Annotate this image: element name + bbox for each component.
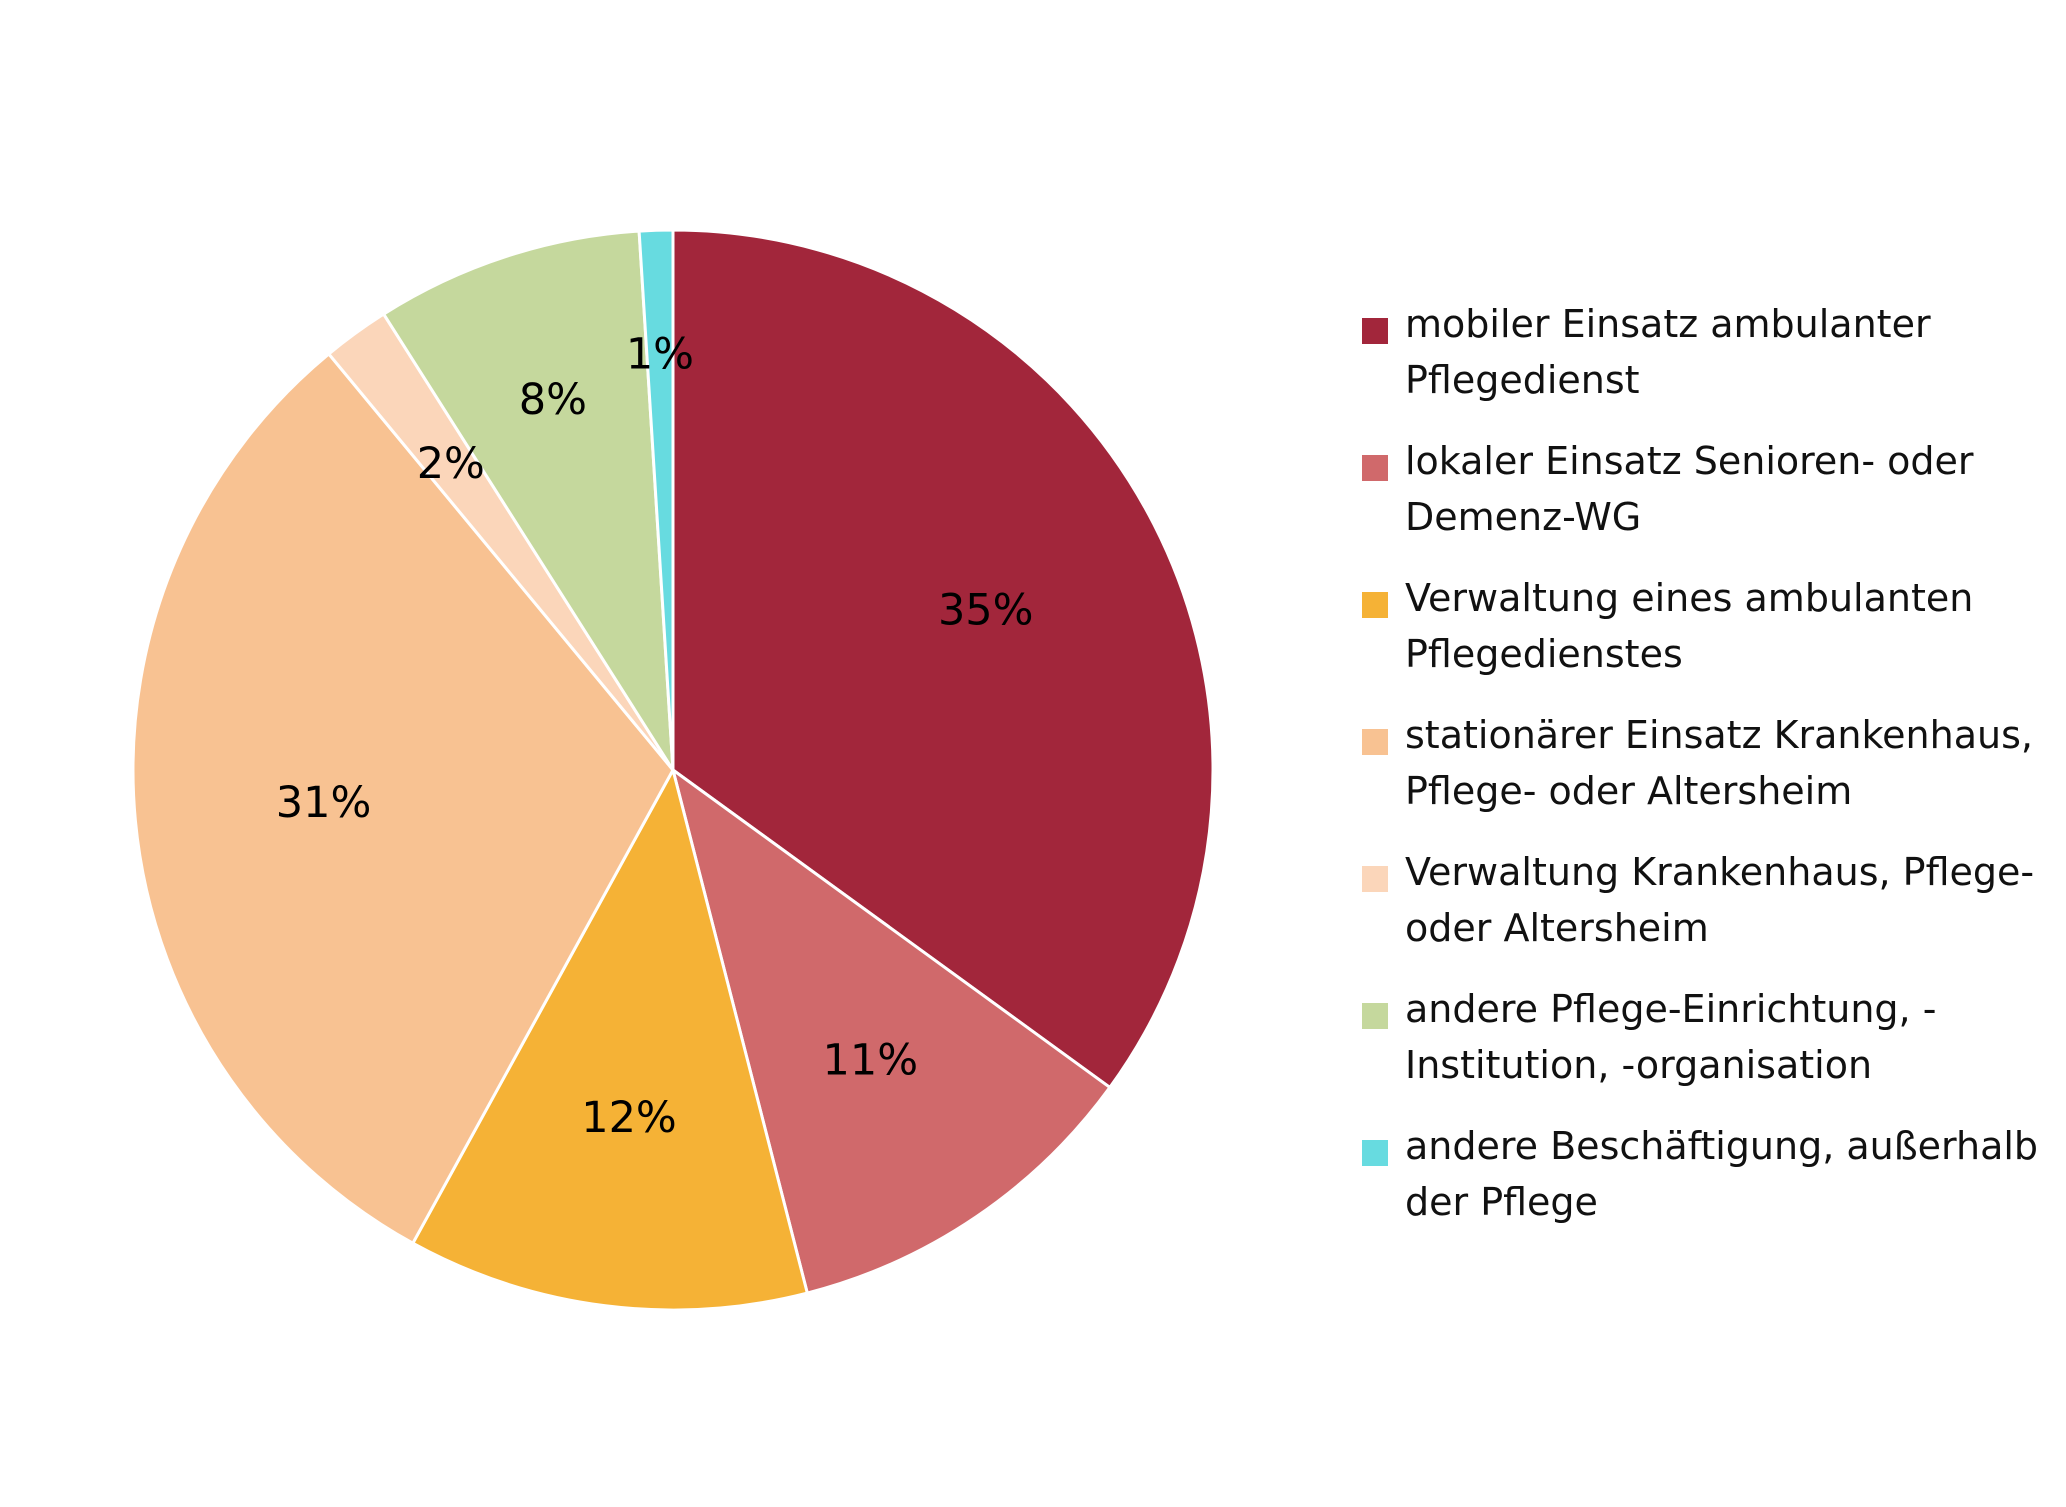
legend-label: lokaler Einsatz Senioren- oder Demenz-WG [1405,439,1974,539]
legend-swatch [1362,729,1388,755]
legend-item-1: mobiler Einsatz ambulanter Pflegedienst [1362,296,2062,433]
slice-value-label-2: 11% [823,1035,919,1085]
slice-value-label-7: 1% [626,329,694,379]
pie-slice-7 [637,228,675,771]
pie-slice-6 [381,229,675,771]
legend-label: andere Pflege-Einrichtung, - Institution… [1405,987,1937,1087]
legend-label: mobiler Einsatz ambulanter Pflegedienst [1405,302,1931,402]
legend-swatch [1362,318,1388,344]
legend-item-7: andere Beschäftigung, außerhalb der Pfle… [1362,1118,2062,1255]
slice-value-label-4: 31% [276,778,372,828]
slice-value-label-1: 35% [938,586,1034,636]
legend-label: Verwaltung Krankenhaus, Pflege- oder Alt… [1405,850,2035,950]
legend-item-2: lokaler Einsatz Senioren- oder Demenz-WG [1362,433,2062,570]
legend-swatch [1362,1140,1388,1166]
legend-item-5: Verwaltung Krankenhaus, Pflege- oder Alt… [1362,844,2062,981]
legend-label: Verwaltung eines ambulanten Pflegedienst… [1405,576,1974,676]
legend-label: stationärer Einsatz Krankenhaus, Pflege-… [1405,713,2033,813]
legend-item-6: andere Pflege-Einrichtung, - Institution… [1362,981,2062,1118]
slice-value-label-3: 12% [581,1093,677,1143]
legend-swatch [1362,455,1388,481]
pie-slice-4 [131,351,675,1246]
pie-slice-3 [410,765,810,1312]
legend-swatch [1362,592,1388,618]
legend-swatch [1362,866,1388,892]
pie-slice-1 [671,228,1215,1090]
legend-label: andere Beschäftigung, außerhalb der Pfle… [1405,1124,2039,1224]
slice-value-label-6: 8% [519,375,587,425]
slice-value-label-5: 2% [417,439,485,489]
legend-item-4: stationärer Einsatz Krankenhaus, Pflege-… [1362,707,2062,844]
pie-slice-2 [670,766,1112,1295]
pie-slices [131,228,1215,1312]
legend-item-3: Verwaltung eines ambulanten Pflegedienst… [1362,570,2062,707]
pie-value-labels: 35% 11% 12% 31% 2% 8% 1% [276,329,1034,1143]
legend-swatch [1362,1003,1388,1029]
legend: mobiler Einsatz ambulanter Pflegedienst l… [1362,296,2062,1255]
